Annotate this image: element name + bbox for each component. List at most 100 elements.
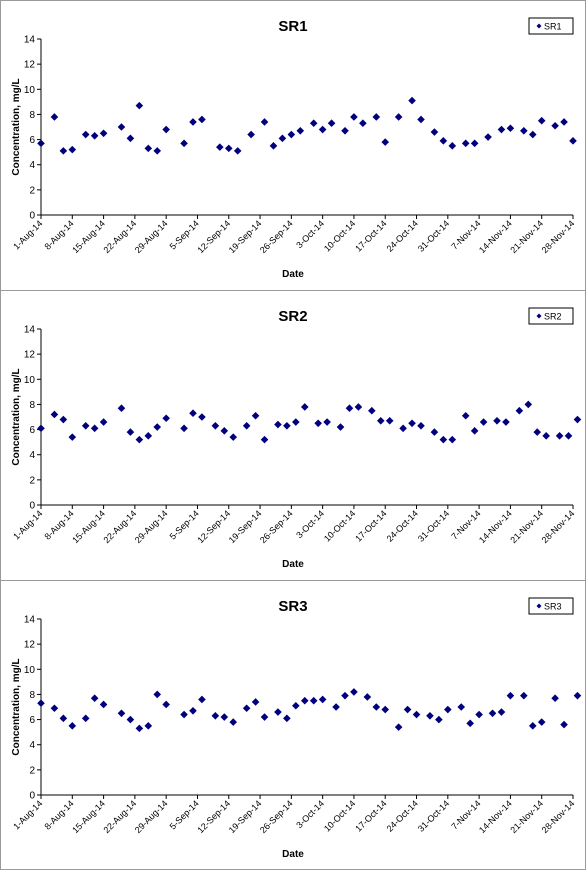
- x-tick-label: 14-Nov-14: [477, 218, 514, 255]
- chart-title: SR2: [278, 308, 307, 325]
- x-tick-label: 22-Aug-14: [102, 508, 139, 545]
- x-tick-label: 21-Nov-14: [508, 798, 545, 835]
- data-point-sr2: [242, 422, 251, 430]
- x-tick-label: 1-Aug-14: [11, 508, 44, 541]
- x-axis-label: Date: [282, 269, 304, 280]
- y-axis-label: Concentration, mg/L: [11, 78, 22, 175]
- data-point-sr2: [555, 432, 564, 440]
- data-point-sr3: [466, 719, 474, 728]
- data-point-sr1: [520, 126, 528, 135]
- data-point-sr2: [300, 403, 309, 411]
- x-tick-label: 21-Nov-14: [508, 218, 545, 255]
- legend-marker: [536, 603, 542, 609]
- data-point-sr2: [470, 427, 479, 435]
- x-tick-label: 28-Nov-14: [540, 218, 577, 255]
- data-point-sr2: [153, 423, 162, 431]
- data-point-sr1: [318, 125, 327, 134]
- x-tick-label: 24-Oct-14: [385, 798, 420, 833]
- data-point-sr1: [350, 113, 358, 121]
- chart-panel-sr3: SR3 0 2 4 6 8 10 12 14 1-Aug-14 8-Aug-14 15-Aug-14 2…: [0, 580, 586, 870]
- data-point-sr3: [162, 700, 170, 709]
- data-point-sr3: [506, 691, 515, 700]
- legend-label: SR2: [544, 312, 562, 322]
- data-point-sr3: [144, 722, 153, 730]
- data-point-sr3: [520, 691, 528, 700]
- data-point-sr1: [50, 113, 59, 121]
- data-point-sr1: [327, 119, 336, 128]
- data-point-sr2: [408, 419, 416, 428]
- data-point-sr2: [37, 424, 45, 433]
- chart-panel-sr1: SR1 0 2 4 6 8 10 12 14 1-Aug-14 8-Aug-14 15-Aug-14 2…: [0, 0, 586, 291]
- data-point-sr1: [153, 147, 162, 155]
- y-tick-label: 6: [29, 715, 35, 726]
- data-point-sr2: [515, 406, 524, 415]
- y-axis-label: Concentration, mg/L: [11, 368, 22, 465]
- data-point-sr1: [372, 113, 381, 121]
- x-tick-label: 26-Sep-14: [258, 218, 295, 255]
- chart-title: SR3: [278, 598, 307, 615]
- chart-title: SR1: [278, 18, 307, 35]
- x-tick-label: 15-Aug-14: [70, 798, 107, 835]
- data-point-sr1: [359, 119, 367, 128]
- chart-sr2: SR2024681012141-Aug-148-Aug-1415-Aug-142…: [11, 307, 582, 570]
- data-point-sr3: [332, 703, 340, 711]
- data-point-sr1: [408, 96, 416, 105]
- data-point-sr2: [180, 424, 188, 433]
- x-tick-label: 12-Sep-14: [195, 218, 232, 255]
- data-point-sr3: [251, 698, 260, 706]
- data-point-sr1: [341, 126, 349, 135]
- x-tick-label: 26-Sep-14: [258, 508, 295, 545]
- data-point-sr1: [269, 142, 278, 150]
- x-tick-label: 3-Oct-14: [294, 798, 326, 830]
- data-point-sr2: [99, 418, 108, 426]
- data-point-sr3: [475, 710, 483, 719]
- data-point-sr2: [50, 410, 59, 419]
- data-point-sr2: [260, 435, 269, 444]
- data-point-sr3: [488, 709, 497, 718]
- data-point-sr3: [50, 704, 59, 713]
- legend-marker: [536, 313, 542, 319]
- y-tick-label: 6: [29, 425, 35, 436]
- data-point-sr2: [68, 433, 77, 441]
- data-point-sr1: [37, 139, 45, 148]
- data-point-sr1: [560, 118, 568, 126]
- data-point-sr3: [403, 705, 412, 714]
- x-tick-label: 28-Nov-14: [540, 508, 577, 545]
- legend-marker: [536, 23, 542, 29]
- legend-label: SR3: [544, 602, 562, 612]
- chart-panel-sr2: SR2 0 2 4 6 8 10 12 14 1-Aug-14 8-Aug-14 15-Aug-14 2…: [0, 290, 586, 581]
- data-point-sr3: [457, 703, 466, 711]
- y-tick-label: 10: [24, 85, 36, 96]
- data-point-sr2: [542, 432, 550, 440]
- x-tick-label: 14-Nov-14: [477, 798, 514, 835]
- data-point-sr3: [350, 688, 358, 696]
- data-point-sr2: [292, 418, 300, 426]
- x-tick-label: 10-Oct-14: [322, 508, 357, 543]
- data-point-sr2: [135, 435, 144, 444]
- data-point-sr3: [81, 714, 90, 723]
- x-tick-label: 31-Oct-14: [416, 508, 451, 543]
- data-point-sr3: [363, 693, 372, 701]
- data-point-sr2: [430, 428, 439, 436]
- data-point-sr3: [435, 715, 443, 724]
- x-tick-label: 29-Aug-14: [133, 798, 170, 835]
- y-tick-label: 4: [29, 160, 35, 171]
- data-point-sr1: [309, 119, 318, 128]
- data-point-sr3: [99, 700, 108, 709]
- data-point-sr2: [376, 416, 385, 425]
- chart-sr1: SR1024681012141-Aug-148-Aug-1415-Aug-142…: [11, 17, 577, 280]
- y-tick-label: 10: [24, 665, 36, 676]
- data-point-sr2: [229, 433, 238, 441]
- data-point-sr1: [135, 101, 144, 110]
- x-tick-label: 17-Oct-14: [353, 508, 388, 543]
- data-point-sr3: [90, 694, 99, 702]
- y-tick-label: 4: [29, 450, 35, 461]
- data-point-sr1: [68, 145, 77, 154]
- data-point-sr3: [220, 713, 229, 721]
- data-point-sr1: [448, 142, 457, 150]
- y-tick-label: 0: [29, 791, 35, 802]
- data-point-sr3: [394, 723, 403, 731]
- data-point-sr1: [162, 125, 170, 134]
- data-point-sr2: [461, 411, 470, 420]
- data-point-sr3: [300, 696, 309, 705]
